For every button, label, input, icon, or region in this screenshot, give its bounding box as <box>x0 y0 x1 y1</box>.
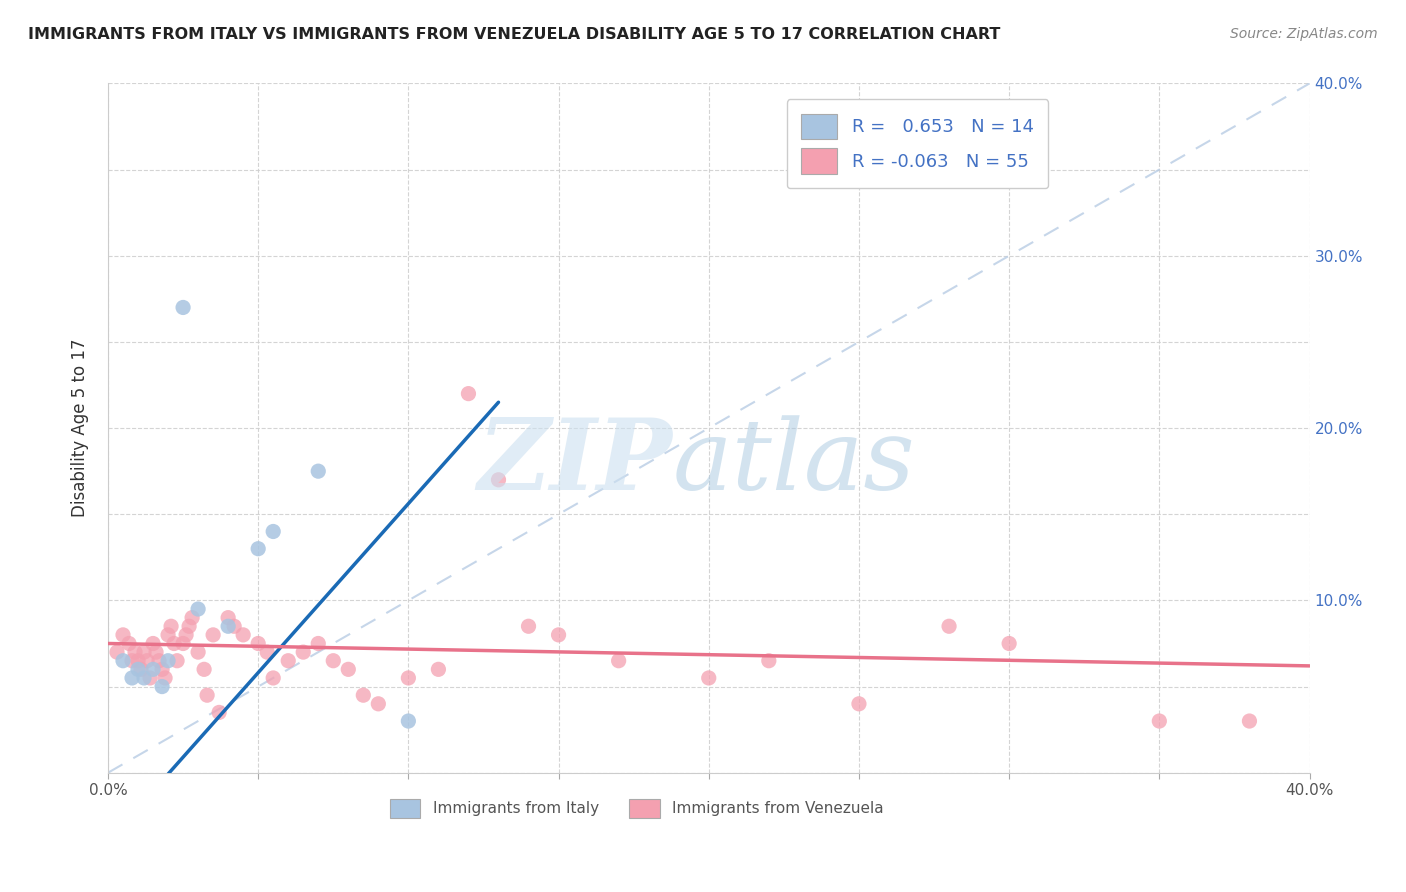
Point <box>127 654 149 668</box>
Point <box>145 645 167 659</box>
Point <box>157 654 180 668</box>
Point <box>127 662 149 676</box>
Point <box>121 654 143 668</box>
Point <box>337 662 360 676</box>
Point <box>150 662 173 676</box>
Point <box>352 688 374 702</box>
Point <box>232 628 254 642</box>
Point <box>224 619 246 633</box>
Point <box>150 680 173 694</box>
Point <box>307 464 329 478</box>
Point <box>848 697 870 711</box>
Point <box>136 654 159 668</box>
Point <box>262 524 284 539</box>
Point <box>187 602 209 616</box>
Point <box>517 619 540 633</box>
Point <box>160 619 183 633</box>
Point <box>139 671 162 685</box>
Point <box>132 645 155 659</box>
Point <box>174 628 197 642</box>
Point <box>202 628 225 642</box>
Point <box>247 636 270 650</box>
Point <box>121 671 143 685</box>
Text: atlas: atlas <box>672 415 915 510</box>
Point <box>1239 714 1261 728</box>
Point <box>322 654 344 668</box>
Point <box>172 636 194 650</box>
Point <box>153 671 176 685</box>
Point <box>247 541 270 556</box>
Point <box>105 645 128 659</box>
Point <box>187 645 209 659</box>
Point <box>277 654 299 668</box>
Point <box>163 636 186 650</box>
Point <box>697 671 720 685</box>
Point <box>938 619 960 633</box>
Point <box>195 688 218 702</box>
Point <box>217 610 239 624</box>
Point <box>1149 714 1171 728</box>
Point <box>181 610 204 624</box>
Point <box>307 636 329 650</box>
Point <box>292 645 315 659</box>
Point <box>367 697 389 711</box>
Point <box>208 706 231 720</box>
Point <box>217 619 239 633</box>
Point <box>998 636 1021 650</box>
Point <box>193 662 215 676</box>
Point <box>148 654 170 668</box>
Point <box>166 654 188 668</box>
Point <box>177 619 200 633</box>
Point <box>129 662 152 676</box>
Point <box>396 714 419 728</box>
Point <box>607 654 630 668</box>
Point <box>142 636 165 650</box>
Point <box>262 671 284 685</box>
Text: Source: ZipAtlas.com: Source: ZipAtlas.com <box>1230 27 1378 41</box>
Point <box>256 645 278 659</box>
Point <box>142 662 165 676</box>
Point <box>111 654 134 668</box>
Point <box>427 662 450 676</box>
Point <box>457 386 479 401</box>
Text: IMMIGRANTS FROM ITALY VS IMMIGRANTS FROM VENEZUELA DISABILITY AGE 5 TO 17 CORREL: IMMIGRANTS FROM ITALY VS IMMIGRANTS FROM… <box>28 27 1001 42</box>
Legend: Immigrants from Italy, Immigrants from Venezuela: Immigrants from Italy, Immigrants from V… <box>384 793 890 823</box>
Point <box>124 645 146 659</box>
Point <box>157 628 180 642</box>
Point <box>488 473 510 487</box>
Y-axis label: Disability Age 5 to 17: Disability Age 5 to 17 <box>72 339 89 517</box>
Point <box>172 301 194 315</box>
Point <box>547 628 569 642</box>
Text: ZIP: ZIP <box>478 414 672 511</box>
Point <box>118 636 141 650</box>
Point <box>111 628 134 642</box>
Point <box>132 671 155 685</box>
Point <box>396 671 419 685</box>
Point <box>758 654 780 668</box>
